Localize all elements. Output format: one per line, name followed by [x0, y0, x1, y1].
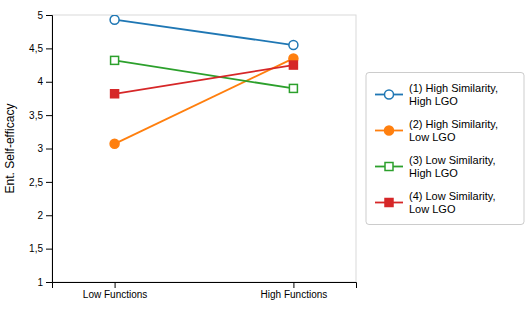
marker [289, 41, 298, 50]
marker [289, 61, 297, 69]
legend-label: (3) Low Similarity,High LGO [409, 154, 496, 179]
y-tick: 2 [37, 210, 52, 221]
legend-label-line: Low LGO [409, 131, 456, 143]
y-tick-mark [46, 249, 52, 250]
y-tick-label: 3 [37, 143, 43, 154]
x-tick-label: Low Functions [83, 289, 147, 300]
x-axis-line [53, 283, 357, 289]
series [110, 15, 298, 49]
y-tick-label: 2,5 [29, 177, 43, 188]
y-tick-label: 1,5 [29, 243, 43, 254]
marker [110, 139, 119, 148]
y-axis: 1 1,5 2 2,5 3 3,5 4 4,5 5 [29, 10, 52, 288]
legend-label-line: (1) High Similarity, [409, 82, 498, 94]
plot-frame [52, 15, 356, 282]
y-tick-mark [46, 182, 52, 183]
y-tick-label: 1 [37, 277, 43, 288]
y-tick-mark [46, 149, 52, 150]
marker [111, 56, 119, 64]
y-tick: 4,5 [29, 43, 52, 54]
legend-label-line: (3) Low Similarity, [409, 154, 496, 166]
y-tick-label: 4 [37, 76, 43, 87]
legend-marker [385, 163, 393, 171]
y-tick-mark [46, 215, 52, 216]
legend-marker [385, 199, 393, 207]
y-tick: 2,5 [29, 177, 52, 188]
series [111, 56, 298, 92]
y-tick-mark [46, 115, 52, 116]
legend: (1) High Similarity,High LGO(2) High Sim… [366, 73, 524, 225]
y-tick-label: 2 [37, 210, 43, 221]
legend-marker [385, 90, 394, 99]
y-tick: 1,5 [29, 243, 52, 254]
y-tick: 1 [37, 277, 52, 288]
legend-entry: (1) High Similarity,High LGO [375, 82, 498, 107]
y-tick: 4 [37, 76, 52, 87]
legend-entry: (4) Low Similarity,Low LGO [375, 190, 496, 215]
x-tick: Low Functions [83, 282, 147, 300]
legend-label-line: (4) Low Similarity, [409, 190, 496, 202]
chart: 1 1,5 2 2,5 3 3,5 4 4,5 5 Low Functions High Funct… [0, 0, 531, 314]
x-tick: High Functions [261, 282, 328, 300]
x-tick-mark [293, 282, 294, 288]
y-tick-mark [46, 282, 52, 283]
legend-label-line: (2) High Similarity, [409, 118, 498, 130]
marks [110, 15, 298, 148]
series [111, 61, 298, 98]
y-tick-label: 4,5 [29, 43, 43, 54]
y-tick-mark [46, 82, 52, 83]
y-tick: 3 [37, 143, 52, 154]
marker [289, 84, 297, 92]
x-tick-mark [115, 282, 116, 288]
legend-marker [385, 126, 394, 135]
legend-label: (1) High Similarity,High LGO [409, 82, 498, 107]
legend-label-line: High LGO [409, 167, 458, 179]
line [115, 58, 294, 143]
legend-label: (2) High Similarity,Low LGO [409, 118, 498, 143]
y-tick-label: 5 [37, 10, 43, 21]
plot-area: 1 1,5 2 2,5 3 3,5 4 4,5 5 Low Functions High Funct… [3, 10, 357, 300]
line [115, 60, 294, 88]
legend-label-line: Low LGO [409, 203, 456, 215]
series [110, 54, 298, 148]
y-tick: 5 [37, 10, 52, 21]
legend-entry: (3) Low Similarity,High LGO [375, 154, 496, 179]
y-tick: 3,5 [29, 110, 52, 121]
marker [111, 90, 119, 98]
x-tick-label: High Functions [261, 289, 328, 300]
legend-label: (4) Low Similarity,Low LGO [409, 190, 496, 215]
legend-label-line: High LGO [409, 95, 458, 107]
x-axis: Low Functions High Functions [53, 282, 357, 300]
y-tick-mark [46, 48, 52, 49]
y-tick-mark [46, 15, 52, 16]
legend-entry: (2) High Similarity,Low LGO [375, 118, 498, 143]
marker [110, 15, 119, 24]
line [115, 65, 294, 94]
line [115, 20, 294, 45]
y-tick-label: 3,5 [29, 110, 43, 121]
legend-frame [366, 73, 524, 225]
y-axis-title: Ent. Self-efficacy [3, 104, 17, 194]
